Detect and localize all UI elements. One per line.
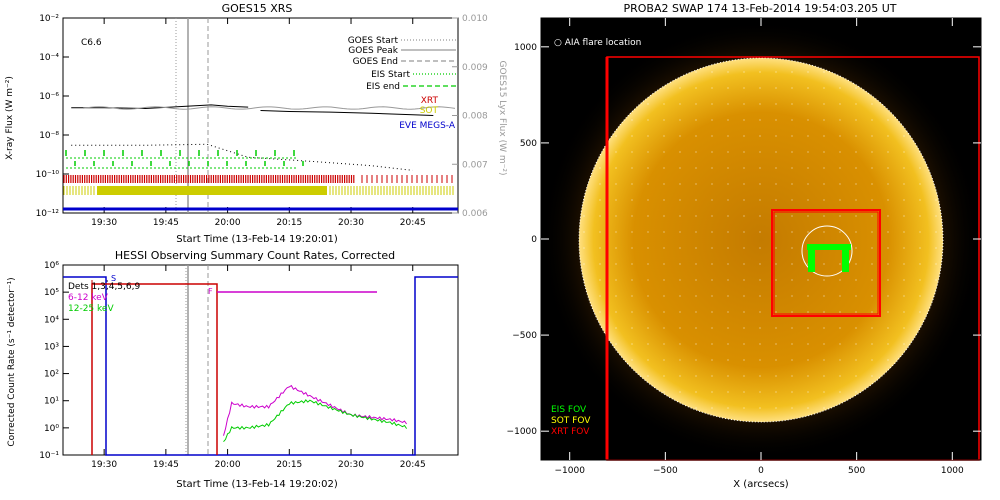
- swap-y-ticks: 1000 500 0 −500 −1000: [507, 43, 981, 437]
- goes-plot-frame: [62, 17, 459, 214]
- goes-lya-flux-series: [82, 106, 456, 110]
- hessi-marker-f: F: [208, 287, 213, 296]
- goes-title: GOES15 XRS: [222, 2, 293, 15]
- hessi-plot-frame: [62, 264, 459, 456]
- goes-x-tick-label-4: 20:30: [338, 218, 364, 228]
- goes-x-axis-label: Start Time (13-Feb-14 19:20:01): [176, 234, 338, 245]
- goes-legend-label-7: EVE MEGS-A: [399, 121, 456, 131]
- goes-panel: GOES15 XRS 19:30 19:45 20:00 20:15 20:30 20:4…: [5, 2, 507, 245]
- xrt-fov-small-box: [771, 209, 881, 317]
- goes-y-axis-label: X-ray Flux (W m⁻²): [5, 76, 15, 160]
- swap-x-tick-label-3: 500: [848, 466, 865, 476]
- swap-y-tick-label-1: 500: [520, 139, 537, 149]
- goes-y2-tick-label-0: 0.006: [462, 209, 488, 219]
- goes-legend-label-2: GOES End: [353, 57, 398, 67]
- goes-y2-tick-label-2: 0.008: [462, 112, 488, 122]
- hessi-title: HESSI Observing Summary Count Rates, Cor…: [115, 249, 395, 262]
- goes-y-tick-label-4: 10⁻⁴: [39, 53, 59, 63]
- swap-sun-grid: [579, 58, 943, 422]
- goes-short-flux-series: [71, 143, 413, 171]
- goes-x-tick-label-1: 19:45: [153, 218, 179, 228]
- aia-flare-location-label: ○ AIA flare location: [554, 38, 641, 48]
- swap-panel: PROBA2 SWAP 174 13-Feb-2014 19:54:03.205…: [507, 2, 982, 490]
- swap-x-axis-label: X (arcsecs): [733, 479, 789, 490]
- eis-observation-row: [65, 150, 304, 169]
- goes-y-tick-label-0: 10⁻¹²: [36, 209, 60, 219]
- hessi-y-tick-label-3: 10²: [44, 370, 59, 380]
- goes-y2-axis-label: GOES15 Lyx Flux (W m⁻²): [497, 61, 507, 176]
- goes-legend-label-1: GOES Peak: [348, 46, 398, 56]
- sot-block: [97, 186, 327, 195]
- swap-x-tick-label-0: −1000: [554, 466, 585, 476]
- hessi-y-tick-label-7: 10⁶: [44, 261, 59, 271]
- hessi-blue-state-series: [63, 276, 458, 456]
- hessi-x-tick-label-5: 20:45: [400, 460, 426, 470]
- swap-y-tick-label-0: 1000: [514, 43, 537, 53]
- goes-class-label: C6.6: [81, 38, 102, 48]
- hessi-x-tick-label-4: 20:30: [338, 460, 364, 470]
- hessi-y-tick-label-6: 10⁵: [44, 288, 59, 298]
- goes-y2-tick-label-1: 0.007: [462, 160, 488, 170]
- hessi-y-ticks: 10⁻¹ 10⁰ 10¹ 10² 10³ 10⁴ 10⁵ 10⁶: [39, 261, 69, 461]
- fov-legend-xrt: XRT FOV: [551, 427, 590, 437]
- sot-observation-row: [63, 186, 454, 195]
- goes-x-tick-label-0: 19:30: [91, 218, 117, 228]
- fov-legend-eis: EIS FOV: [551, 405, 587, 415]
- hessi-y-tick-label-1: 10⁰: [44, 424, 59, 434]
- swap-limb-outline: [578, 57, 944, 423]
- xrt-fov-small-box-2: [773, 211, 879, 315]
- goes-y-tick-label-5: 10⁻²: [39, 14, 59, 24]
- swap-y-tick-label-4: −1000: [507, 427, 538, 437]
- swap-x-tick-label-4: 1000: [941, 466, 964, 476]
- hessi-legend-dets: Dets 1,3,4,5,6,9: [68, 282, 140, 292]
- goes-y-ticks: 10⁻¹² 10⁻¹⁰ 10⁻⁸ 10⁻⁶ 10⁻⁴ 10⁻²: [36, 14, 69, 219]
- goes-x-tick-label-2: 20:00: [215, 218, 241, 228]
- hessi-y-axis-label: Corrected Count Rate (s⁻¹ detector⁻¹): [7, 277, 17, 446]
- hessi-marker-s: S: [111, 274, 116, 283]
- swap-x-tick-label-1: −500: [653, 466, 678, 476]
- goes-legend-label-6: SOT: [420, 106, 439, 116]
- goes-legend-label-5: XRT: [421, 96, 439, 106]
- goes-y2-tick-label-4: 0.010: [462, 14, 488, 24]
- swap-y-tick-label-3: −500: [512, 331, 537, 341]
- hessi-x-tick-label-0: 19:30: [91, 460, 117, 470]
- eis-fov-box: [807, 244, 851, 272]
- hessi-x-axis-label: Start Time (13-Feb-14 19:20:02): [176, 479, 338, 490]
- goes-legend-label-3: EIS Start: [371, 70, 410, 80]
- hessi-12-25kev-series: [223, 399, 408, 443]
- hessi-x-tick-label-3: 20:15: [276, 460, 302, 470]
- goes-legend-label-0: GOES Start: [348, 36, 399, 46]
- hessi-x-ticks: 19:30 19:45 20:00 20:15 20:30 20:45: [91, 265, 426, 470]
- goes-y-tick-label-2: 10⁻⁸: [39, 131, 59, 141]
- goes-y-tick-label-1: 10⁻¹⁰: [36, 170, 60, 180]
- swap-x-tick-label-2: 0: [758, 466, 764, 476]
- goes-y-tick-label-3: 10⁻⁶: [39, 92, 59, 102]
- hessi-legend-12-25kev: 12-25 keV: [68, 304, 114, 314]
- aia-flare-circle: [801, 225, 853, 277]
- hessi-legend-6-12kev: 6-12 keV: [68, 293, 109, 303]
- goes-long-flux-series-2: [260, 110, 434, 116]
- fov-legend-sot: SOT FOV: [551, 416, 591, 426]
- goes-legend-label-4: EIS end: [366, 82, 400, 92]
- hessi-y-tick-label-4: 10³: [44, 342, 59, 352]
- xrt-observation-row: [63, 175, 453, 183]
- hessi-x-tick-label-2: 20:00: [215, 460, 241, 470]
- goes-y2-ticks: 0.006 0.007 0.008 0.009 0.010: [452, 14, 488, 219]
- hessi-y-tick-label-2: 10¹: [44, 397, 59, 407]
- goes-x-tick-label-5: 20:45: [400, 218, 426, 228]
- hessi-panel: HESSI Observing Summary Count Rates, Cor…: [7, 249, 459, 490]
- goes-x-tick-label-3: 20:15: [276, 218, 302, 228]
- hessi-y-tick-label-5: 10⁴: [44, 315, 59, 325]
- hessi-6-12kev-series: [223, 384, 408, 436]
- swap-y-tick-label-2: 0: [531, 235, 537, 245]
- hessi-y-tick-label-0: 10⁻¹: [39, 451, 59, 461]
- goes-y2-tick-label-3: 0.009: [462, 63, 488, 73]
- swap-x-ticks: −1000 −500 0 500 1000: [554, 18, 964, 476]
- swap-title: PROBA2 SWAP 174 13-Feb-2014 19:54:03.205…: [624, 2, 897, 15]
- goes-long-flux-series: [71, 104, 249, 109]
- hessi-x-tick-label-1: 19:45: [153, 460, 179, 470]
- hessi-red-state-series: [91, 283, 218, 455]
